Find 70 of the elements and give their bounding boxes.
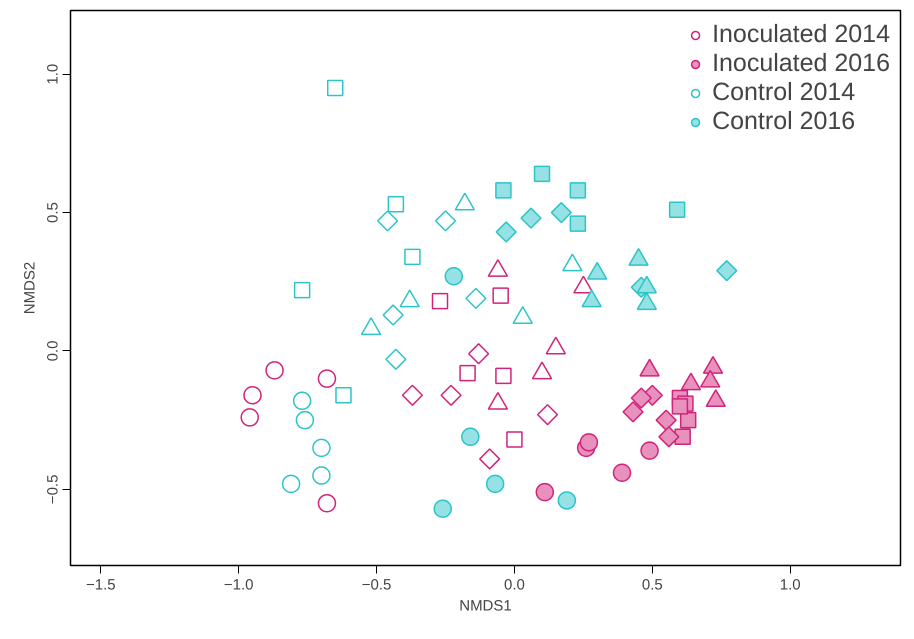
point — [534, 166, 550, 182]
point — [630, 387, 652, 409]
point — [486, 474, 504, 494]
point — [640, 441, 659, 460]
point — [294, 282, 310, 298]
point — [570, 182, 586, 199]
point — [536, 482, 554, 502]
point — [432, 292, 448, 310]
point — [612, 464, 632, 482]
point — [520, 207, 542, 229]
legend-label: Control 2014 — [712, 78, 856, 107]
point — [672, 398, 688, 415]
point — [536, 404, 558, 426]
point — [465, 288, 486, 310]
point — [326, 80, 344, 96]
point — [388, 196, 404, 213]
point — [468, 343, 490, 364]
point — [495, 368, 512, 384]
point — [459, 364, 476, 382]
point — [312, 466, 331, 485]
point — [668, 202, 686, 218]
point — [496, 221, 517, 243]
point — [716, 260, 738, 282]
x-tick-label: 0.0 — [504, 576, 525, 594]
point — [495, 182, 512, 199]
x-tick-label: 0.5 — [642, 576, 663, 594]
y-tick-label: 1.0 — [44, 64, 62, 85]
point — [570, 215, 586, 232]
point — [240, 408, 259, 427]
point — [265, 361, 284, 380]
point — [402, 384, 424, 406]
x-tick-label: −0.5 — [362, 576, 392, 594]
point — [318, 369, 336, 388]
point — [478, 448, 500, 470]
point — [296, 410, 314, 430]
point — [550, 202, 572, 224]
point — [382, 304, 404, 326]
point — [376, 210, 398, 232]
point — [434, 500, 452, 518]
point — [506, 431, 523, 448]
point — [658, 426, 680, 448]
point — [580, 433, 598, 452]
y-axis-title: NMDS2 — [22, 262, 38, 314]
legend-label: Inoculated 2014 — [712, 20, 890, 49]
point — [434, 210, 456, 232]
y-tick-label: 0.5 — [44, 202, 62, 223]
point — [680, 412, 696, 428]
point — [318, 494, 336, 512]
point — [312, 438, 331, 458]
x-axis-title: NMDS1 — [459, 598, 512, 614]
point — [444, 267, 464, 286]
point — [335, 387, 352, 404]
point — [243, 386, 262, 404]
point — [282, 474, 300, 494]
legend-label: Inoculated 2016 — [712, 49, 890, 78]
y-tick-label: 0.0 — [44, 340, 62, 362]
point — [404, 248, 421, 266]
point — [440, 384, 462, 406]
point — [492, 287, 509, 304]
x-tick-label: −1.0 — [224, 576, 254, 594]
point — [655, 410, 677, 431]
x-tick-label: −1.5 — [86, 576, 116, 594]
point — [292, 392, 312, 410]
point — [461, 428, 480, 446]
legend-label: Control 2016 — [712, 107, 856, 136]
point — [558, 491, 576, 510]
point — [622, 401, 644, 423]
y-tick-label: −0.5 — [44, 474, 62, 504]
x-tick-label: 1.0 — [780, 576, 801, 594]
point — [385, 348, 407, 370]
